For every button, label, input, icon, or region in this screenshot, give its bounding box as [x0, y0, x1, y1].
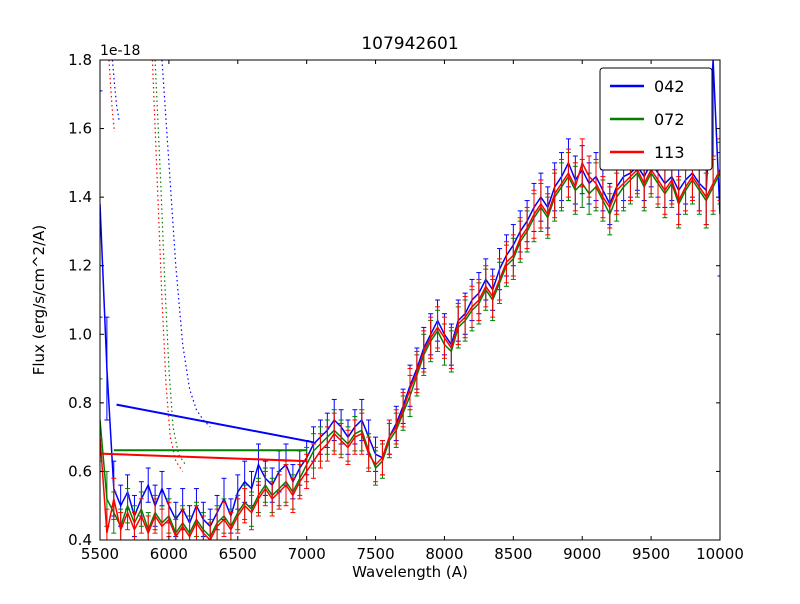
line-113	[100, 160, 720, 540]
series-113-interp	[100, 452, 307, 463]
x-tick-label: 8000	[425, 545, 463, 563]
series-113-dotted-left	[108, 60, 116, 133]
y-tick-label: 0.8	[68, 394, 92, 412]
y-tick-label: 1.8	[68, 51, 92, 69]
y-tick-label: 1.2	[68, 257, 92, 275]
legend: 042 072 113	[599, 67, 713, 171]
y-axis-offset-label: 1e-18	[100, 43, 140, 59]
ticks: 5500 6000 6500 7000 7500 8000 8500 9000 9500 1000…	[68, 51, 744, 563]
x-tick-label: 10000	[696, 545, 744, 563]
y-tick-label: 0.4	[68, 531, 92, 549]
y-axis-label: Flux (erg/s/cm^2/A)	[30, 225, 48, 376]
line-113-dotted-left	[108, 60, 116, 133]
series-113	[100, 138, 720, 540]
x-tick-label: 9000	[563, 545, 601, 563]
line-042-interp	[116, 403, 314, 444]
x-tick-label: 7000	[288, 545, 326, 563]
y-tick-label: 1.6	[68, 120, 92, 138]
x-tick-label: 9500	[632, 545, 670, 563]
legend-label-072: 072	[654, 110, 685, 129]
chart-title: 107942601	[361, 34, 458, 54]
legend-box	[599, 67, 713, 171]
y-tick-label: 0.6	[68, 462, 92, 480]
series-042-interp	[116, 403, 314, 444]
series-layer	[100, 60, 720, 540]
x-tick-label: 7500	[356, 545, 394, 563]
legend-label-113: 113	[654, 143, 685, 162]
x-tick-label: 5500	[81, 545, 119, 563]
y-tick-label: 1.0	[68, 325, 92, 343]
x-tick-label: 8500	[494, 545, 532, 563]
legend-label-042: 042	[654, 77, 685, 96]
x-tick-label: 6500	[219, 545, 257, 563]
x-tick-label: 6000	[150, 545, 188, 563]
line-113-interp	[100, 452, 307, 463]
y-tick-label: 1.4	[68, 188, 92, 206]
x-axis-label: Wavelength (A)	[352, 563, 468, 581]
axes-border	[99, 59, 721, 541]
